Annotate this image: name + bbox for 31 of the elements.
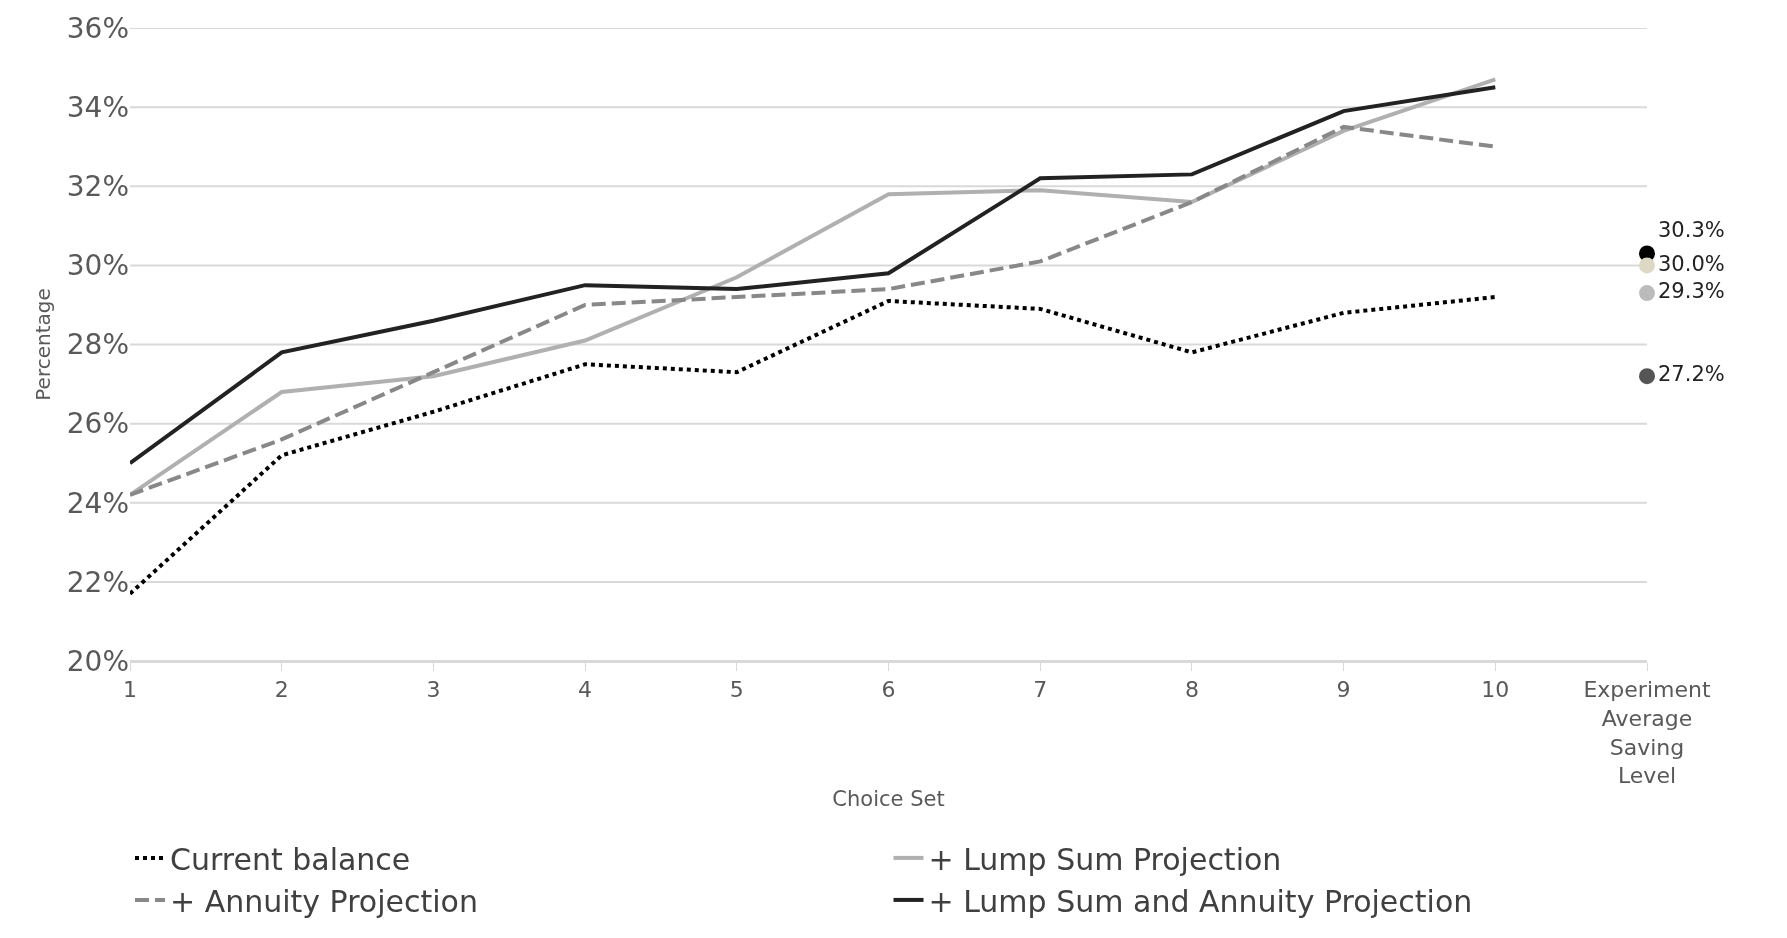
y-tick-label: 24% <box>66 486 129 520</box>
y-tick-label: 30% <box>66 249 129 283</box>
y-tick-label: 20% <box>66 644 129 678</box>
x-tick-label: 7 <box>1033 677 1048 703</box>
y-tick-label: 28% <box>66 328 129 362</box>
y-tick-label: 22% <box>66 565 129 599</box>
x-tick-label: 4 <box>578 677 593 703</box>
y-axis-title: Percentage <box>31 288 56 401</box>
x-tick-label: 3 <box>426 677 441 703</box>
y-tick-label: 34% <box>66 90 129 124</box>
x-tick-label: 6 <box>881 677 896 703</box>
x-tick-label: 9 <box>1336 677 1351 703</box>
x-tick-label: 1 <box>123 677 137 703</box>
legend-label: + Lump Sum and Annuity Projection <box>928 883 1473 919</box>
legend-label: Current balance <box>170 841 411 877</box>
y-tick-label: 36% <box>66 11 129 45</box>
y-tick-label: 32% <box>66 170 129 204</box>
data-label: 27.2% <box>1658 362 1725 387</box>
legend-label: + Lump Sum Projection <box>928 841 1282 877</box>
x-tick-label: 5 <box>729 677 744 703</box>
data-label: 30.3% <box>1658 218 1725 243</box>
data-label: 29.3% <box>1658 279 1725 304</box>
x-tick-label: 10 <box>1481 677 1510 703</box>
x-tick-label: 8 <box>1184 677 1199 703</box>
x-tick-label: 2 <box>274 677 289 703</box>
line-series <box>130 295 1498 596</box>
legend-label: + Annuity Projection <box>170 883 478 919</box>
y-tick-label: 26% <box>66 407 129 441</box>
x-axis-title: Choice Set <box>832 786 945 811</box>
data-label: 30.0% <box>1658 251 1725 276</box>
x-tick-label: Experiment Average Saving Level <box>1583 677 1711 789</box>
